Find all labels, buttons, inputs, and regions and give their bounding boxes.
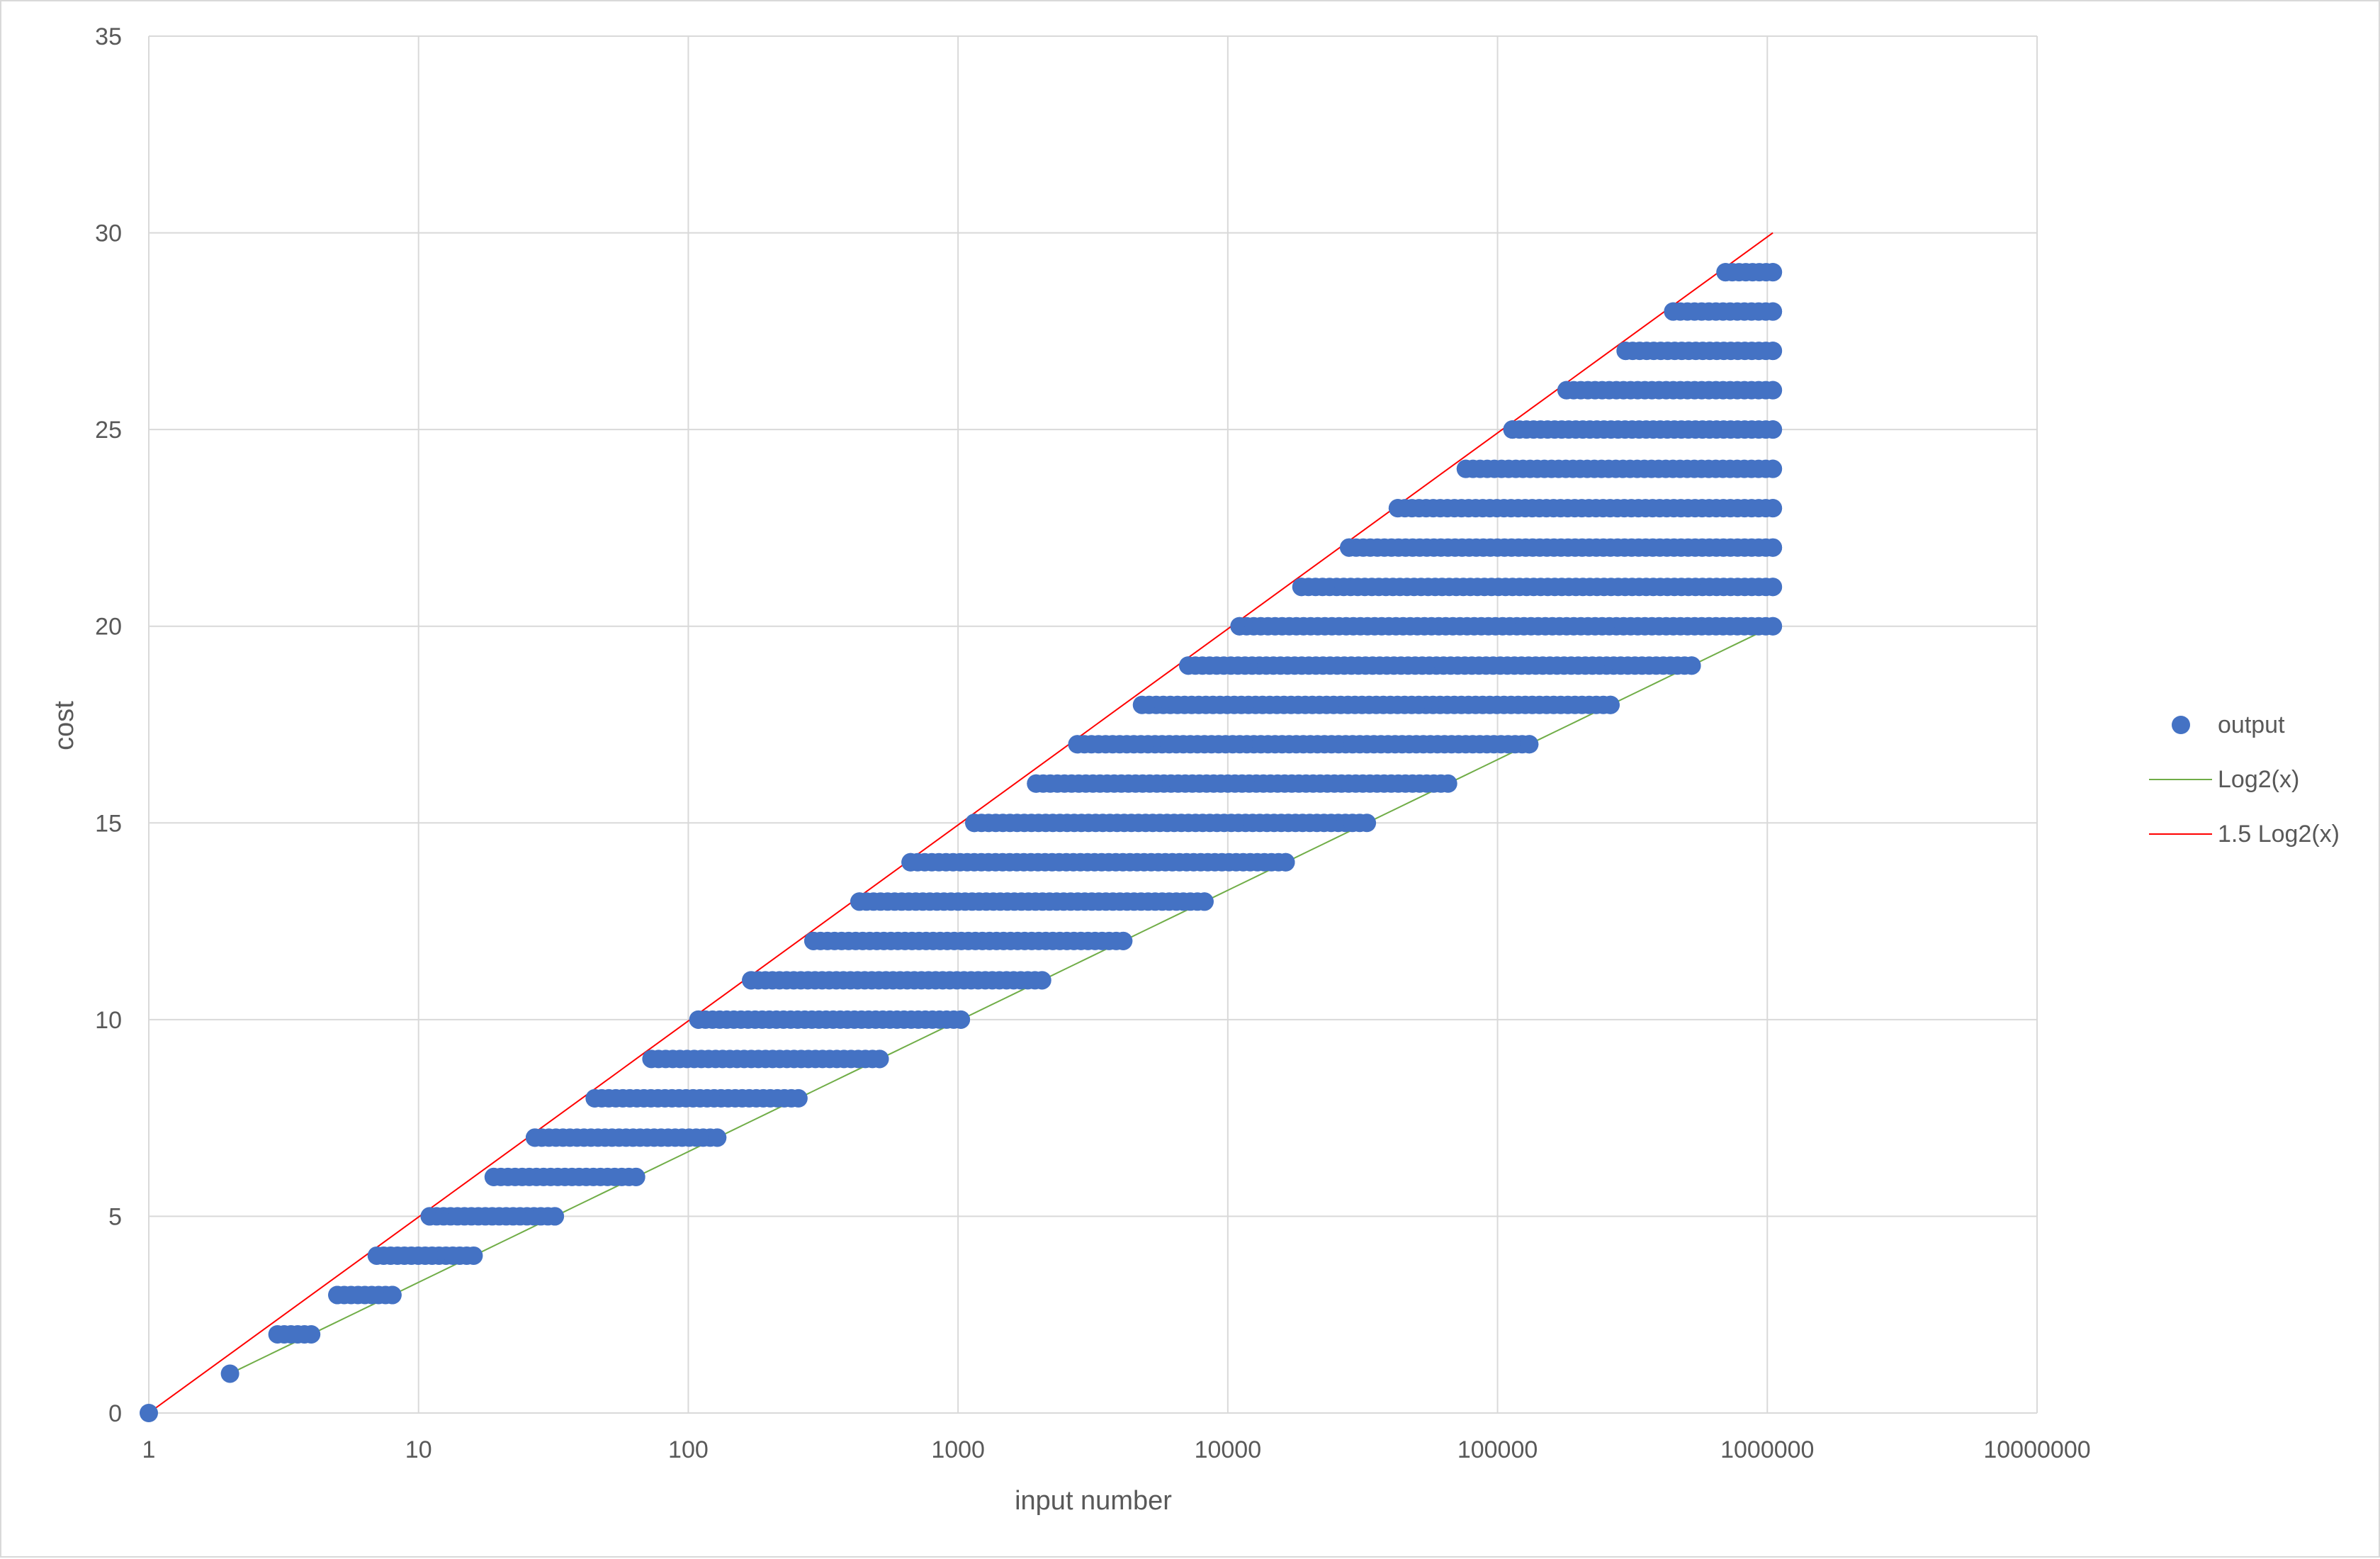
x-tick-label: 100: [668, 1436, 709, 1463]
output-point: [952, 1010, 971, 1029]
tick-layer: 0 5 10 15 20 25 30 35 1 10 100 1000 10000 100000 10000…: [95, 23, 2090, 1463]
x-tick-label: 1000: [931, 1436, 985, 1463]
output-point: [1764, 578, 1783, 597]
legend: output Log2(x) 1.5 Log2(x): [2149, 711, 2340, 848]
x-tick-label: 10: [405, 1436, 432, 1463]
output-point: [220, 1364, 239, 1383]
output-point: [1358, 814, 1377, 833]
y-tick-label: 15: [95, 810, 122, 837]
output-point: [464, 1246, 483, 1265]
output-point: [1114, 931, 1133, 950]
output-point: [1520, 735, 1539, 754]
output-point: [1764, 538, 1783, 557]
output-point: [626, 1167, 645, 1186]
legend-label-output: output: [2218, 711, 2285, 738]
y-tick-label: 10: [95, 1007, 122, 1034]
output-point: [1764, 499, 1783, 518]
output-point: [708, 1128, 727, 1147]
legend-label-log2x15: 1.5 Log2(x): [2218, 821, 2340, 848]
y-axis-title: cost: [50, 701, 79, 750]
x-tick-label: 1: [142, 1436, 156, 1463]
x-tick-label: 10000000: [1983, 1436, 2090, 1463]
output-point: [1764, 617, 1783, 636]
output-point: [546, 1207, 565, 1226]
y-tick-label: 35: [95, 23, 122, 50]
output-point: [1032, 971, 1051, 990]
output-point: [1764, 302, 1783, 321]
output-point: [1764, 459, 1783, 478]
series-layer: [140, 232, 1783, 1422]
output-point: [1601, 695, 1620, 714]
legend-label-log2: Log2(x): [2218, 766, 2299, 793]
log2x15-line: [148, 232, 1773, 1414]
y-tick-label: 5: [108, 1203, 122, 1230]
output-point: [1764, 420, 1783, 439]
output-point: [1682, 656, 1701, 675]
output-point: [1195, 892, 1214, 911]
output-point: [1764, 263, 1783, 282]
output-point: [1764, 381, 1783, 400]
x-tick-label: 100000: [1457, 1436, 1538, 1463]
y-tick-label: 30: [95, 220, 122, 247]
grid-layer: [148, 35, 2038, 1414]
y-tick-label: 20: [95, 614, 122, 641]
x-tick-label: 1000000: [1720, 1436, 1814, 1463]
output-point: [140, 1404, 158, 1422]
output-point: [1438, 774, 1457, 793]
y-tick-label: 25: [95, 417, 122, 444]
output-point: [302, 1324, 321, 1344]
legend-marker-output: [2172, 716, 2190, 734]
output-point: [789, 1088, 808, 1108]
output-point: [870, 1049, 889, 1069]
output-point: [1764, 342, 1783, 361]
x-tick-label: 10000: [1195, 1436, 1262, 1463]
x-axis-title: input number: [1015, 1486, 1172, 1516]
output-point: [1276, 852, 1295, 872]
output-point: [383, 1285, 402, 1305]
y-tick-label: 0: [108, 1400, 122, 1427]
